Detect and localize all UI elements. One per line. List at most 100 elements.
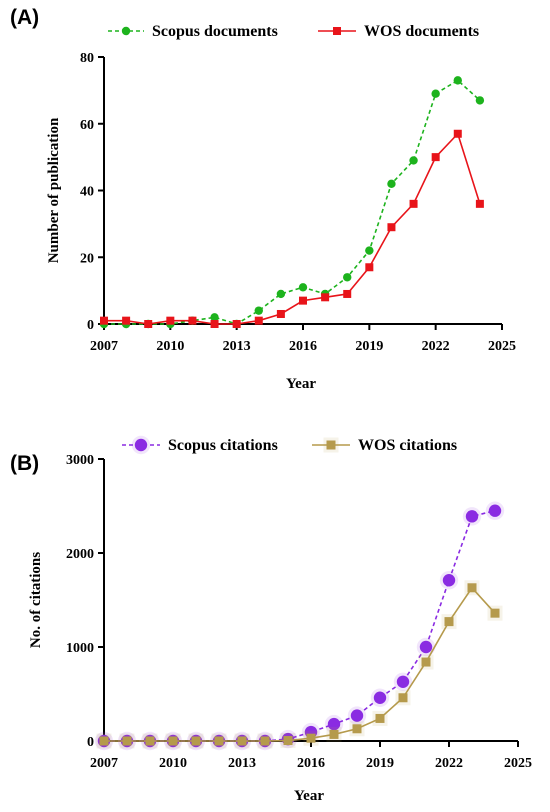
legend-label: Scopus documents <box>152 23 278 40</box>
x-axis-title: Year <box>286 376 316 392</box>
data-point <box>327 717 341 731</box>
data-point <box>350 709 364 722</box>
data-point <box>398 693 408 703</box>
data-point <box>214 736 224 746</box>
data-point <box>343 273 352 282</box>
data-point <box>421 657 431 667</box>
data-point <box>188 316 197 325</box>
legend-marker <box>326 440 336 450</box>
data-point <box>232 320 241 328</box>
y-axis-title: Number of publication <box>46 117 62 263</box>
data-point <box>409 199 418 208</box>
series-line <box>104 586 496 742</box>
data-point <box>329 729 339 739</box>
x-tick-label: 2010 <box>159 756 187 771</box>
series-square-group <box>100 129 484 328</box>
series-square-group <box>96 580 503 749</box>
data-point <box>237 736 247 746</box>
data-point <box>260 736 270 746</box>
data-point <box>321 293 330 302</box>
y-tick-label: 2000 <box>66 547 94 562</box>
data-point <box>306 733 316 743</box>
panel-b: (B) 0 1000 2000 3000 2007 2010 2013 2016 2019 2022… <box>10 435 532 804</box>
y-tick-label: 0 <box>87 735 94 750</box>
legend-label: WOS citations <box>358 437 457 454</box>
data-point <box>467 583 477 593</box>
data-point <box>100 316 108 325</box>
data-point <box>254 316 263 325</box>
data-point <box>419 640 433 654</box>
data-point <box>365 246 374 255</box>
x-axis-title: Year <box>294 788 324 804</box>
data-point <box>99 736 109 746</box>
y-tick-label: 3000 <box>66 453 94 468</box>
data-point <box>409 156 418 165</box>
legend-label: Scopus citations <box>168 437 278 454</box>
data-point <box>276 289 286 299</box>
x-tick-label: 2025 <box>488 339 516 354</box>
x-tick-label: 2007 <box>90 756 118 771</box>
x-tick-label: 2013 <box>228 756 256 771</box>
x-tick-label: 2019 <box>366 756 394 771</box>
data-point <box>144 320 153 328</box>
x-tick-label: 2019 <box>355 339 383 354</box>
x-tick-label: 2022 <box>435 756 463 771</box>
data-point <box>444 617 454 627</box>
data-point <box>145 736 155 746</box>
data-point <box>373 691 387 704</box>
data-point <box>365 263 374 272</box>
data-point <box>431 89 440 98</box>
legend-label: WOS documents <box>364 23 479 40</box>
panel-label: (A) <box>10 6 39 29</box>
data-point <box>442 574 456 587</box>
data-point <box>387 179 396 189</box>
data-point <box>166 316 175 325</box>
data-point <box>283 736 293 746</box>
legend-marker <box>134 438 148 452</box>
data-point <box>387 223 396 232</box>
data-point <box>122 316 131 325</box>
x-tick-label: 2022 <box>422 339 450 354</box>
y-tick-label: 60 <box>80 118 94 133</box>
data-point <box>343 289 352 298</box>
y-tick-label: 80 <box>80 51 94 66</box>
data-point <box>298 283 308 292</box>
data-point <box>299 296 307 305</box>
data-point <box>453 76 462 85</box>
data-point <box>431 153 440 162</box>
series-line <box>104 79 481 325</box>
data-point <box>210 320 219 328</box>
data-point <box>396 675 410 688</box>
data-point <box>191 736 201 746</box>
legend-marker <box>121 26 131 36</box>
x-tick-label: 2016 <box>289 339 317 354</box>
y-tick-label: 20 <box>80 251 94 266</box>
series-circle-group <box>99 76 485 329</box>
x-tick-label: 2013 <box>223 339 251 354</box>
x-tick-label: 2025 <box>504 756 532 771</box>
series-line <box>104 509 496 742</box>
legend-marker <box>333 27 341 35</box>
data-point <box>254 306 263 315</box>
y-tick-label: 1000 <box>66 641 94 656</box>
data-point <box>490 608 500 618</box>
x-tick-label: 2016 <box>297 756 325 771</box>
y-tick-label: 40 <box>80 185 94 200</box>
data-point <box>210 313 219 322</box>
panel-label: (B) <box>10 452 39 475</box>
data-point <box>375 713 385 723</box>
x-tick-label: 2010 <box>156 339 184 354</box>
series-line <box>104 132 481 325</box>
data-point <box>168 736 178 746</box>
panel-a: (A) 0 20 40 60 80 2007 2010 2013 2016 2019 2022 2025… <box>10 6 516 392</box>
data-point <box>475 199 484 208</box>
data-point <box>465 510 479 523</box>
data-point <box>352 724 362 734</box>
y-axis-title: No. of citations <box>28 552 44 648</box>
x-tick-label: 2007 <box>90 339 118 354</box>
data-point <box>475 96 485 105</box>
data-point <box>453 129 462 138</box>
data-point <box>122 736 132 746</box>
data-point <box>488 504 502 517</box>
